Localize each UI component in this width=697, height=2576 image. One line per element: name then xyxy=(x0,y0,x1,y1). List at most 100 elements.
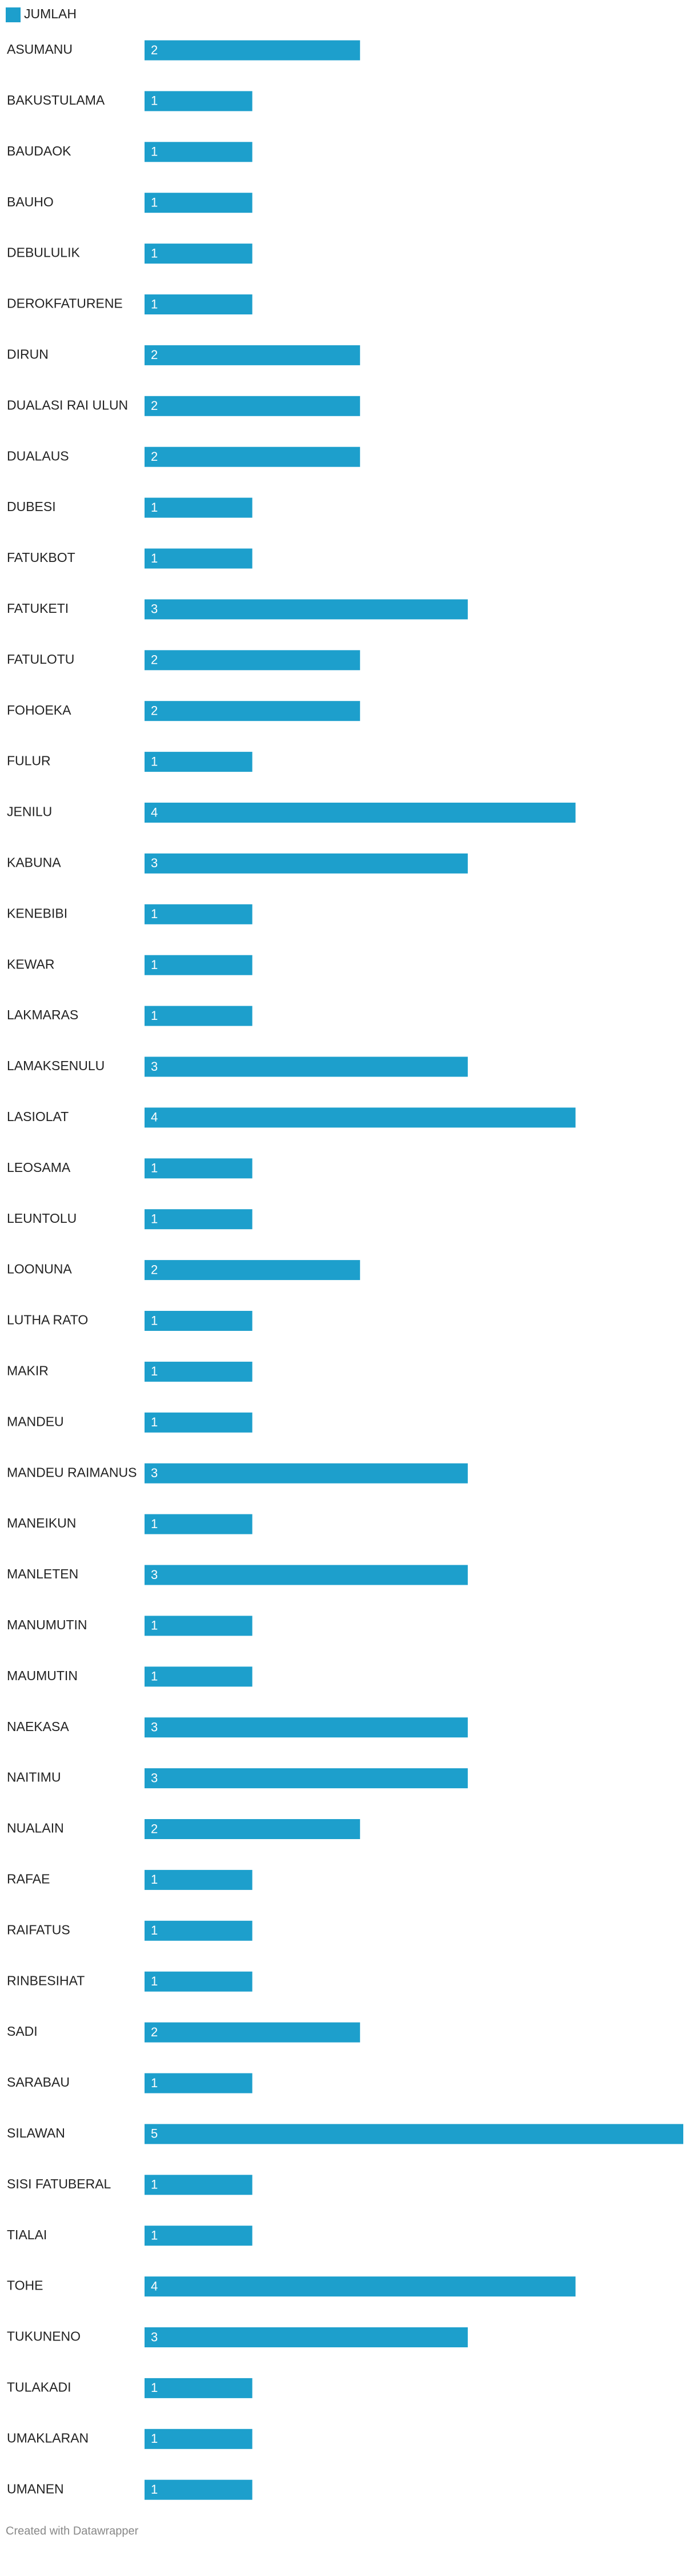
category-label: RAFAE xyxy=(7,1871,50,1886)
bar xyxy=(145,2327,468,2347)
bar xyxy=(145,2124,683,2144)
value-label: 3 xyxy=(151,856,158,870)
bar xyxy=(145,1209,253,1230)
category-label: MANDEU xyxy=(7,1414,64,1429)
bar xyxy=(145,2073,253,2094)
bar xyxy=(145,2429,253,2449)
category-label: TUKUNENO xyxy=(7,2329,81,2344)
footer: Created with Datawrapper xyxy=(6,2525,139,2537)
bar xyxy=(145,1361,253,1382)
value-label: 1 xyxy=(151,94,158,108)
bar xyxy=(145,701,360,721)
value-label: 2 xyxy=(151,653,158,667)
bar xyxy=(145,803,576,823)
value-label: 1 xyxy=(151,2178,158,2192)
category-label: BAUDAOK xyxy=(7,143,71,158)
value-label: 4 xyxy=(151,2279,158,2293)
bar xyxy=(145,2276,576,2297)
bar xyxy=(145,2022,360,2043)
category-label: TIALAI xyxy=(7,2227,47,2242)
value-label: 1 xyxy=(151,551,158,565)
bar xyxy=(145,1717,468,1738)
category-label: BAUHO xyxy=(7,194,54,209)
bar xyxy=(145,599,468,620)
bar xyxy=(145,1920,253,1941)
value-label: 3 xyxy=(151,1059,158,1074)
legend-label: JUMLAH xyxy=(24,6,77,21)
bar xyxy=(145,40,360,61)
category-label: MANLETEN xyxy=(7,1566,78,1581)
value-label: 2 xyxy=(151,43,158,57)
bar xyxy=(145,2378,253,2398)
category-label: SISI FATUBERAL xyxy=(7,2176,111,2191)
category-label: BAKUSTULAMA xyxy=(7,93,105,107)
value-label: 1 xyxy=(151,2482,158,2497)
value-label: 1 xyxy=(151,2431,158,2446)
category-label: MANDEU RAIMANUS xyxy=(7,1465,137,1480)
value-label: 3 xyxy=(151,602,158,616)
bar xyxy=(145,548,253,569)
value-label: 1 xyxy=(151,2228,158,2243)
value-label: 2 xyxy=(151,348,158,362)
category-label: DUALASI RAI ULUN xyxy=(7,397,128,412)
value-label: 1 xyxy=(151,907,158,921)
bar xyxy=(145,1666,253,1687)
bar xyxy=(145,1971,253,1992)
category-label: SADI xyxy=(7,2024,38,2039)
category-label: LEUNTOLU xyxy=(7,1211,77,1226)
bar xyxy=(145,396,360,416)
bar xyxy=(145,904,253,924)
value-label: 1 xyxy=(151,1161,158,1175)
value-label: 2 xyxy=(151,704,158,718)
bar xyxy=(145,244,253,264)
bar xyxy=(145,142,253,162)
bar xyxy=(145,497,253,518)
category-label: UMANEN xyxy=(7,2481,64,2496)
value-label: 1 xyxy=(151,196,158,210)
category-label: FATUKETI xyxy=(7,601,69,616)
category-label: NAEKASA xyxy=(7,1719,69,1734)
value-label: 1 xyxy=(151,1872,158,1887)
legend-swatch xyxy=(6,7,21,22)
bar xyxy=(145,1311,253,1331)
value-label: 3 xyxy=(151,2330,158,2344)
value-label: 1 xyxy=(151,1415,158,1429)
bar xyxy=(145,650,360,671)
category-label: KEWAR xyxy=(7,956,55,971)
category-label: DEBULULIK xyxy=(7,245,80,260)
value-label: 1 xyxy=(151,2380,158,2395)
category-label: DEROKFATURENE xyxy=(7,296,123,311)
value-label: 1 xyxy=(151,1008,158,1023)
value-label: 3 xyxy=(151,1568,158,1582)
bar xyxy=(145,1158,253,1179)
value-label: 2 xyxy=(151,2025,158,2039)
value-label: 1 xyxy=(151,1923,158,1937)
category-label: DUBESI xyxy=(7,499,56,514)
value-label: 4 xyxy=(151,805,158,819)
category-label: JENILU xyxy=(7,804,52,819)
category-label: KABUNA xyxy=(7,855,61,870)
category-label: LASIOLAT xyxy=(7,1109,69,1124)
value-label: 2 xyxy=(151,1262,158,1277)
value-label: 2 xyxy=(151,1821,158,1836)
category-label: FATULOTU xyxy=(7,652,74,667)
value-label: 1 xyxy=(151,246,158,260)
value-label: 1 xyxy=(151,1313,158,1327)
value-label: 1 xyxy=(151,297,158,311)
bar xyxy=(145,2175,253,2195)
category-label: LEOSAMA xyxy=(7,1160,71,1175)
bar xyxy=(145,1260,360,1281)
value-label: 5 xyxy=(151,2127,158,2141)
category-label: FATUKBOT xyxy=(7,550,75,565)
bar xyxy=(145,2479,253,2500)
category-label: LUTHA RATO xyxy=(7,1313,88,1327)
bar xyxy=(145,2226,253,2246)
value-label: 1 xyxy=(151,1364,158,1378)
bar xyxy=(145,1463,468,1484)
bar xyxy=(145,955,253,975)
value-label: 1 xyxy=(151,1212,158,1226)
category-label: MANEIKUN xyxy=(7,1516,76,1530)
bar xyxy=(145,446,360,467)
value-label: 1 xyxy=(151,145,158,159)
